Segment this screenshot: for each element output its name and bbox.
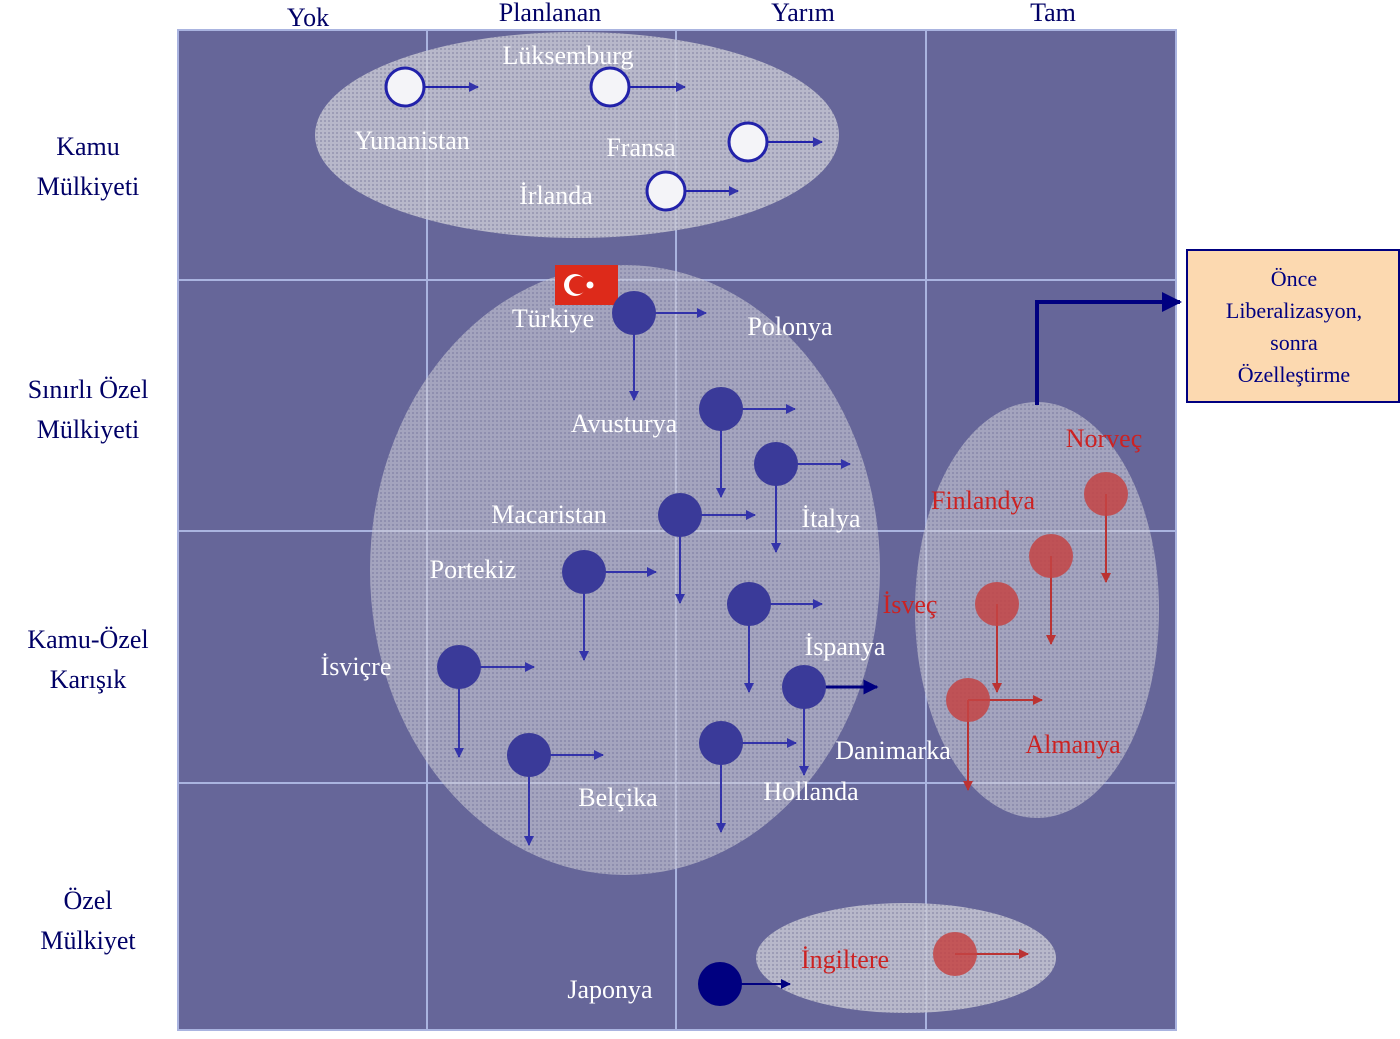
- country-marker: [727, 582, 771, 626]
- country-label: Avusturya: [571, 409, 678, 438]
- country-marker: [589, 66, 631, 108]
- country-marker: [1029, 534, 1073, 578]
- country-label: Finlandya: [931, 486, 1035, 515]
- country: İtalya: [754, 442, 861, 553]
- row-label: Mülkiyeti: [37, 172, 140, 201]
- country-marker: [933, 932, 977, 976]
- country-label: Macaristan: [491, 500, 607, 529]
- country-marker: [612, 291, 656, 335]
- country-marker: [699, 387, 743, 431]
- country-marker: [699, 721, 743, 765]
- country-label: Türkiye: [512, 304, 594, 333]
- country: İspanya: [727, 582, 886, 693]
- country: Norveç: [1066, 424, 1143, 583]
- country: Hollanda: [699, 721, 859, 833]
- row-label: Özel: [63, 886, 112, 915]
- country-label: İspanya: [805, 632, 886, 661]
- country-marker: [658, 493, 702, 537]
- callout-box: [1186, 249, 1400, 403]
- callout-line: sonra: [1270, 330, 1318, 355]
- country-marker: [507, 733, 551, 777]
- country-label: Yunanistan: [354, 126, 470, 155]
- country-marker: [698, 962, 742, 1006]
- callout-text: Önce Liberalizasyon, sonra Özelleştirme: [1226, 266, 1362, 387]
- row-label: Kamu-Özel: [27, 625, 148, 654]
- country-label: Polonya: [747, 312, 833, 341]
- country-marker: [1084, 472, 1128, 516]
- country-marker: [645, 170, 687, 212]
- column-header: Yok: [287, 3, 329, 32]
- country: İsveç: [883, 582, 1019, 693]
- country-label: İsviçre: [321, 652, 392, 681]
- column-header: Yarım: [771, 0, 835, 27]
- row-label: Karışık: [50, 665, 127, 694]
- row-label: Sınırlı Özel: [28, 375, 149, 404]
- country: Türkiye: [512, 291, 707, 401]
- country-label: Japonya: [567, 975, 653, 1004]
- country: Portekiz: [430, 550, 657, 661]
- country-marker: [754, 442, 798, 486]
- country-label: Danimarka: [835, 736, 951, 765]
- country-label: İngiltere: [801, 945, 889, 974]
- flag: [555, 265, 618, 305]
- country-marker: [437, 645, 481, 689]
- callout-line: Önce: [1271, 266, 1317, 291]
- country-marker: [975, 582, 1019, 626]
- country: İngiltere: [801, 932, 1029, 976]
- country: Avusturya: [571, 387, 796, 498]
- country-label: Belçika: [578, 783, 658, 812]
- country: Finlandya: [931, 486, 1073, 645]
- column-header: Tam: [1030, 0, 1076, 27]
- country-label: İrlanda: [519, 181, 593, 210]
- callout-line: Özelleştirme: [1238, 362, 1350, 387]
- connector: [1035, 292, 1182, 405]
- country: Japonya: [567, 962, 791, 1006]
- row-label: Kamu: [56, 132, 120, 161]
- country: Fransa: [606, 121, 823, 163]
- country-label: Fransa: [606, 133, 676, 162]
- country: İsviçre: [321, 645, 535, 758]
- country: Almanya: [946, 678, 1121, 791]
- country-marker: [946, 678, 990, 722]
- country: Lüksemburg: [503, 41, 686, 108]
- column-header: Planlanan: [499, 0, 602, 27]
- country-label: Norveç: [1066, 424, 1143, 453]
- country: Macaristan: [491, 493, 756, 604]
- country: Belçika: [507, 733, 658, 846]
- row-label: Mülkiyeti: [37, 415, 140, 444]
- country-label: Almanya: [1025, 730, 1121, 759]
- country-marker: [562, 550, 606, 594]
- country-label: Hollanda: [763, 777, 859, 806]
- country-label: İtalya: [801, 504, 861, 533]
- country: İrlanda: [519, 170, 739, 212]
- country: Polonya: [747, 312, 833, 341]
- country-marker: [384, 66, 426, 108]
- country: Danimarka: [782, 665, 951, 776]
- country-marker: [782, 665, 826, 709]
- country: Yunanistan: [354, 66, 479, 155]
- country-marker: [727, 121, 769, 163]
- row-label: Mülkiyet: [40, 926, 136, 955]
- callout-line: Liberalizasyon,: [1226, 298, 1362, 323]
- country-label: Lüksemburg: [503, 41, 634, 70]
- country-label: İsveç: [883, 590, 938, 619]
- country-label: Portekiz: [430, 555, 517, 584]
